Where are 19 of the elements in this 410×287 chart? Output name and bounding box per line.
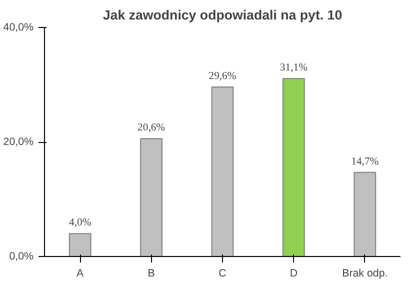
y-tick-label: 20,0% xyxy=(3,136,34,148)
x-tick-label: C xyxy=(218,268,227,280)
x-tick-label: A xyxy=(76,268,85,280)
chart-title: Jak zawodnicy odpowiadali na pyt. 10 xyxy=(102,8,342,22)
data-label: 14,7% xyxy=(351,156,379,168)
data-label: 4,0% xyxy=(69,218,92,229)
bar xyxy=(211,86,234,256)
x-tick-label: D xyxy=(290,268,298,280)
x-tick-label: B xyxy=(148,268,155,280)
data-label: 29,6% xyxy=(208,71,236,82)
bar xyxy=(140,138,162,256)
y-tick-label: 0,0% xyxy=(9,250,34,262)
data-label: 31,1% xyxy=(280,62,308,74)
bar xyxy=(282,78,305,256)
y-tick-label: 40,0% xyxy=(3,22,34,34)
bar xyxy=(68,233,92,256)
x-tick-label: Brak odp. xyxy=(342,268,388,280)
data-label: 20,6% xyxy=(138,122,166,134)
bar xyxy=(354,172,376,256)
